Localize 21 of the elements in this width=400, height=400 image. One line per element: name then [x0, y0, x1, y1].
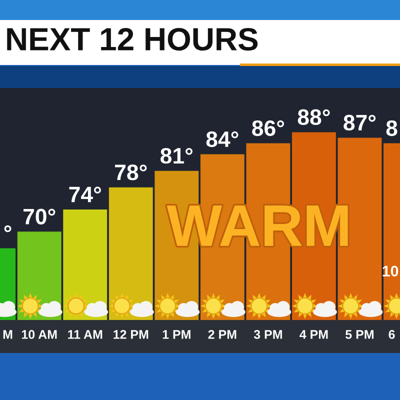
x-tick-label: 10 AM	[22, 330, 57, 339]
data-label: 81°	[160, 148, 193, 164]
data-label: 84°	[206, 131, 238, 148]
data-label: 87°	[344, 114, 376, 131]
annotation: 8	[386, 120, 398, 136]
data-label: 74°	[69, 186, 101, 202]
data-label: 70°	[24, 208, 56, 224]
x-tick-label: M	[3, 330, 12, 339]
x-tick-label: 12 PM	[114, 330, 148, 339]
data-label: °	[4, 225, 12, 232]
x-tick-label: 5 PM	[346, 330, 374, 339]
data-label: 86°	[252, 120, 284, 136]
x-tick-label: 11 AM	[68, 330, 102, 339]
x-tick-label: 4 PM	[300, 330, 328, 339]
x-tick-label: 1 PM	[162, 330, 190, 339]
data-label: 78°	[115, 164, 147, 180]
data-label: 88°	[298, 109, 330, 126]
x-tick-label: 3 PM	[254, 330, 282, 339]
x-tick-label: 6	[388, 330, 395, 339]
x-tick-label: 2 PM	[208, 330, 236, 339]
chart-title: NEXT 12 HOURS	[7, 28, 258, 51]
